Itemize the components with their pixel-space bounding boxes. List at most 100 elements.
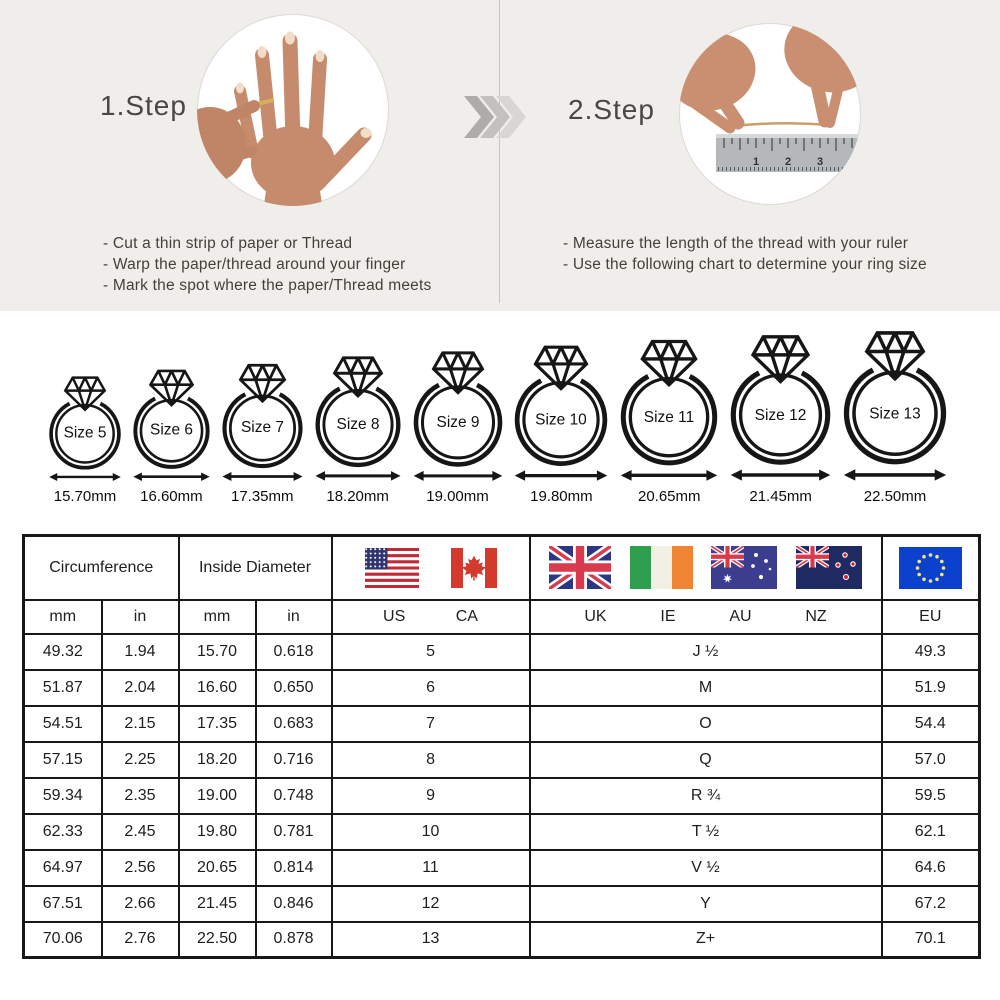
cell-circ-in: 2.66	[100, 884, 180, 923]
cell-circ-mm: 62.33	[22, 812, 103, 851]
cell-uk: T ½	[528, 812, 883, 851]
ring-size-label: Size 10	[536, 412, 588, 429]
step1-photo	[196, 13, 390, 212]
col-header-eu: EU	[880, 598, 981, 635]
ca-flag-icon	[450, 547, 497, 588]
ie-flag-icon	[629, 546, 693, 590]
cell-uk: R ¾	[528, 776, 883, 815]
cell-circ-in: 2.04	[100, 668, 180, 707]
cell-circ-mm: 49.32	[22, 632, 103, 671]
ring-item-size-11: Size 11 20.65mm	[619, 334, 719, 505]
cell-circ-in: 2.45	[100, 812, 180, 851]
cell-eu: 49.3	[880, 632, 981, 671]
cell-uk: Z+	[528, 920, 883, 959]
step1-instructions: - Cut a thin strip of paper or Thread - …	[103, 233, 431, 296]
vertical-divider	[499, 0, 500, 303]
instruction-line: - Measure the length of the thread with …	[563, 235, 909, 252]
ring-diameter-label: 22.50mm	[863, 488, 927, 505]
col-header-uk: UK	[584, 607, 607, 625]
us-ca-flags-cell	[330, 534, 531, 601]
diamond-ring-icon: Size 7	[222, 363, 303, 481]
cell-us-ca: 12	[330, 884, 531, 923]
cell-circ-in: 2.35	[100, 776, 180, 815]
cell-eu: 62.1	[880, 812, 981, 851]
ring-size-label: Size 6	[150, 422, 193, 439]
cell-circ-mm: 57.15	[22, 740, 103, 779]
cell-circ-in: 2.56	[100, 848, 180, 887]
ruler-photo-icon: 1 2 3	[679, 23, 861, 205]
table-row: 59.34 2.35 19.00 0.748 9 R ¾ 59.5	[22, 776, 981, 815]
ring-diameter-label: 17.35mm	[230, 488, 294, 505]
diamond-ring-icon: Size 9	[413, 351, 502, 481]
step1-title: 1.Step	[100, 90, 187, 121]
cell-circ-in: 2.15	[100, 704, 180, 743]
cell-us-ca: 10	[330, 812, 531, 851]
au-flag-icon	[711, 546, 778, 590]
nz-flag-icon	[795, 546, 862, 590]
ring-item-size-5: Size 5 15.70mm	[48, 372, 122, 505]
col-header-uk-ie-au-nz: UK IE AU NZ	[528, 598, 883, 635]
ring-diameter-label: 19.80mm	[530, 488, 593, 505]
cell-us-ca: 5	[330, 632, 531, 671]
cell-circ-mm: 54.51	[22, 704, 103, 743]
step2-title: 2.Step	[568, 94, 655, 125]
cell-dia-mm: 21.45	[177, 884, 257, 923]
cell-circ-in: 2.25	[100, 740, 180, 779]
ring-item-size-13: Size 13 22.50mm	[842, 325, 948, 505]
table-row: 70.06 2.76 22.50 0.878 13 Z+ 70.1	[22, 920, 981, 959]
col-header-ca: CA	[455, 607, 478, 625]
cell-dia-mm: 19.00	[177, 776, 257, 815]
ring-diameter-label: 16.60mm	[140, 488, 203, 505]
instruction-line: - Warp the paper/thread around your fing…	[103, 256, 406, 273]
ring-size-label: Size 12	[755, 407, 807, 424]
uk-flag-icon	[549, 546, 612, 590]
diamond-ring-icon: Size 13	[843, 331, 947, 481]
svg-text:2: 2	[785, 156, 791, 168]
cell-dia-mm: 19.80	[177, 812, 257, 851]
instruction-line: - Use the following chart to determine y…	[563, 256, 927, 273]
cell-circ-mm: 51.87	[22, 668, 103, 707]
eu-flag-cell	[880, 534, 981, 601]
cell-dia-in: 0.814	[254, 848, 333, 887]
instructions-section: 1.Step	[0, 0, 1000, 311]
cell-circ-in: 2.76	[100, 920, 180, 959]
chevron-right-icon	[464, 96, 534, 143]
uk-ie-au-nz-flags-cell	[528, 534, 883, 601]
us-flag-icon	[364, 547, 419, 588]
circumference-header: Circumference	[22, 534, 180, 601]
col-header-ie: IE	[660, 607, 676, 625]
cell-circ-in: 1.94	[100, 632, 180, 671]
diamond-ring-icon: Size 6	[133, 369, 210, 482]
col-header-circ-in: in	[100, 598, 180, 635]
step2-photo: 1 2 3	[678, 22, 862, 211]
table-row: 51.87 2.04 16.60 0.650 6 M 51.9	[22, 668, 981, 707]
cell-us-ca: 13	[330, 920, 531, 959]
cell-dia-mm: 15.70	[177, 632, 257, 671]
instruction-line: - Mark the spot where the paper/Thread m…	[103, 277, 432, 294]
eu-flag-icon	[898, 546, 962, 589]
cell-dia-in: 0.748	[254, 776, 333, 815]
cell-dia-in: 0.781	[254, 812, 333, 851]
step2-instructions: - Measure the length of the thread with …	[563, 233, 927, 275]
cell-circ-mm: 59.34	[22, 776, 103, 815]
ring-size-label: Size 7	[241, 419, 284, 436]
cell-eu: 70.1	[880, 920, 981, 959]
col-header-us: US	[383, 607, 406, 625]
ring-diagrams: Size 5 15.70mm Size 6 16.60mm	[0, 311, 1000, 505]
ring-size-label: Size 11	[644, 409, 694, 426]
ring-item-size-8: Size 8 18.20mm	[314, 351, 402, 505]
cell-dia-in: 0.846	[254, 884, 333, 923]
col-header-circ-mm: mm	[22, 598, 103, 635]
cell-dia-in: 0.716	[254, 740, 333, 779]
cell-dia-in: 0.683	[254, 704, 333, 743]
cell-uk: V ½	[528, 848, 883, 887]
diamond-ring-icon: Size 5	[49, 376, 121, 481]
cell-us-ca: 9	[330, 776, 531, 815]
ring-size-table: Circumference Inside Diameter	[22, 534, 982, 959]
ring-item-size-10: Size 10 19.80mm	[513, 340, 609, 505]
cell-us-ca: 11	[330, 848, 531, 887]
table-row: 67.51 2.66 21.45 0.846 12 Y 67.2	[22, 884, 981, 923]
instruction-line: - Cut a thin strip of paper or Thread	[103, 235, 353, 252]
col-header-nz: NZ	[805, 607, 827, 625]
ring-diameter-label: 20.65mm	[637, 488, 701, 505]
